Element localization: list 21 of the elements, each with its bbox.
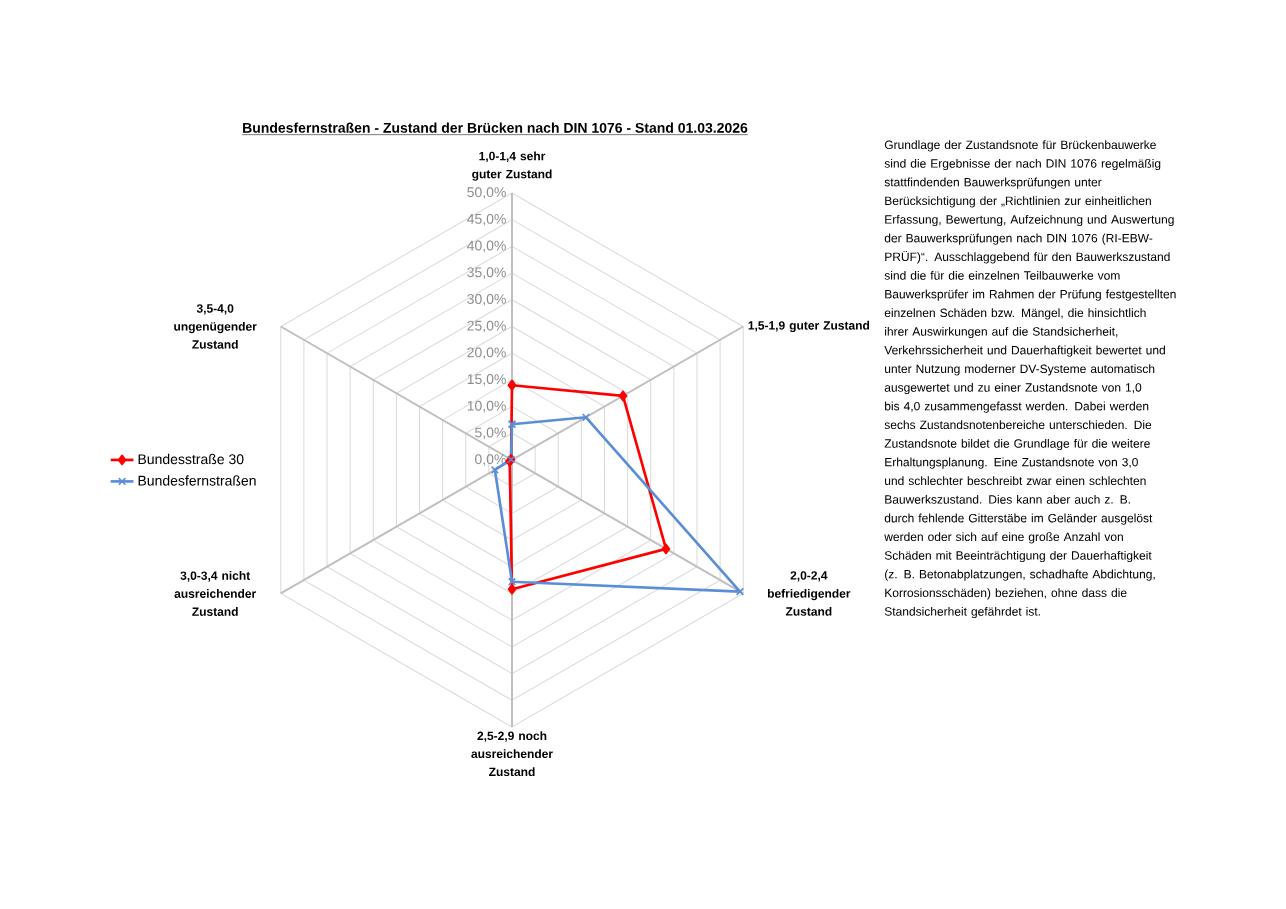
legend-label: Bundesfernstraßen bbox=[138, 475, 256, 486]
chart-title: Bundesfernstraßen - Zustand der Brücken nach DIN 1076 - Stand 01.03.2026 bbox=[243, 122, 748, 133]
y-tick-label: 5,0% bbox=[475, 427, 506, 440]
spoke-label: 3,0-3,4 nicht ausreichender Zustand bbox=[174, 571, 257, 616]
y-tick-label: 35,0% bbox=[467, 267, 506, 279]
y-tick-label: 45,0% bbox=[467, 213, 506, 226]
y-tick-label: 25,0% bbox=[467, 320, 506, 333]
spoke-label: 2,0-2,4 befriedigender Zustand bbox=[767, 571, 851, 616]
spoke-label: 2,5-2,9 noch ausreichender Zustand bbox=[471, 731, 553, 777]
y-tick-label: 15,0% bbox=[467, 374, 506, 386]
spoke-label: 1,5-1,9 guter Zustand bbox=[748, 320, 870, 333]
text: Grundlage der Zustandsnote für Brückenbauwerke sind die Ergebnisse der nach DIN 1076 regelmäßig stattfindenden Bauwerksprüfungen unter Berücksichtigung der „Richtlinien zur einheitlichen Erfassung, Bewertung, Aufzeichnung und Auswertung der Bauwerksprüfungen nach DIN 1076 (RI-EBW-PRÜF)“. Ausschlaggebend für den Bauwerkszustand sind die für die einzelnen Teilbauwerke vom Bauwerksprüfer im Rahmen der Prüfung festgestellten einzelnen Schäden bzw. Mängel, die hinsichtlich ihrer Auswirkungen auf die Standsicherheit, Verkehrssicherheit und Dauerhaftigkeit bewertet und unter Nutzung moderner DV-Systeme automatisch ausgewertet und zu einer Zustandsnote von 1,0 bis 4,0 zusammengefasst werden. Dabei werden sechs Zustandsnotenbereiche unterschieden. Die Zustandsnote bildet die Grundlage für die weitere Erhaltungsplanung. Eine Zustandsnote von 3,0 und schlechter beschreibt zwar einen schlechten Bauwerkszustand. Dies kann aber auch z. B. durch fehlende Gitterstäbe im Geländer ausgelöst werden oder sich auf eine große Anzahl von Schäden mit Beeinträchtigung der Dauerhaftigkeit (z. B. Betonabplatzungen, schadhafte Abdichtung, Korrosionsschäden) beziehen, ohne dass die Standsicherheit gefährdet ist. bbox=[884, 140, 1176, 619]
y-tick-label: 10,0% bbox=[467, 400, 506, 413]
legend-label: Bundesstraße 30 bbox=[138, 453, 244, 465]
spoke-label: 3,5-4,0 ungenügender Zustand bbox=[174, 304, 257, 349]
y-tick-label: 50,0% bbox=[467, 187, 506, 199]
y-tick-label: 0,0% bbox=[475, 454, 506, 466]
y-tick-label: 30,0% bbox=[467, 294, 506, 306]
y-tick-label: 40,0% bbox=[467, 240, 506, 253]
spoke-label: 1,0-1,4 sehr guter Zustand bbox=[472, 151, 552, 181]
y-tick-label: 20,0% bbox=[467, 347, 506, 359]
